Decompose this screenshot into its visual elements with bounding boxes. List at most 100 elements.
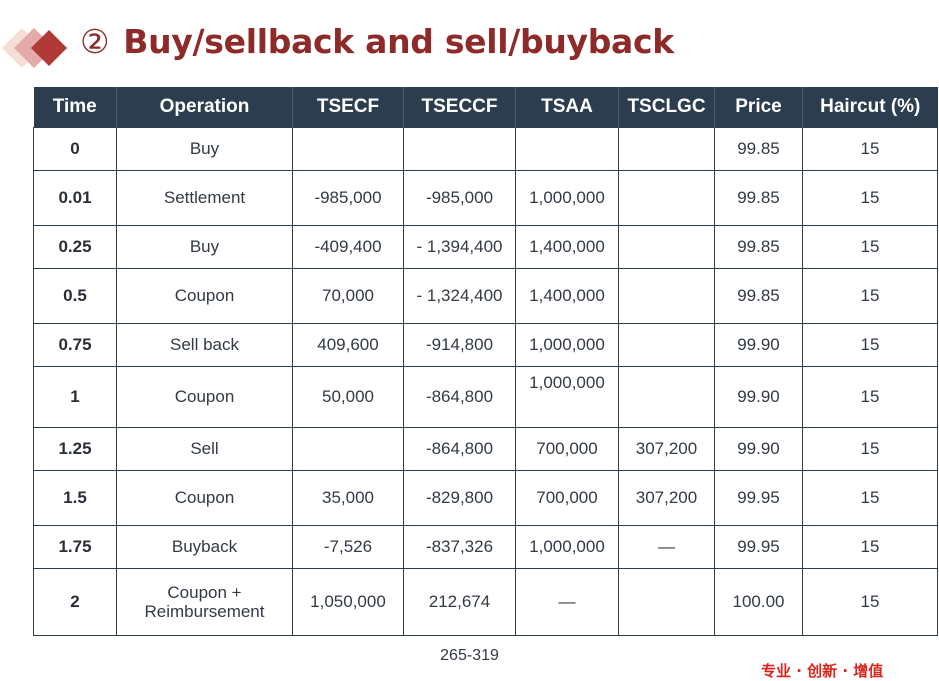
cell-haircut: 15 (802, 568, 938, 636)
cell-price: 99.85 (714, 268, 803, 324)
cell-price: 99.90 (714, 366, 803, 428)
cell-tsaa: 1,400,000 (515, 225, 619, 269)
cell-tseccf: - 1,394,400 (403, 225, 516, 269)
cell-tsecf: 50,000 (292, 366, 404, 428)
table-row: 2 Coupon + Reimbursement 1,050,000 212,67… (33, 568, 938, 636)
table-row: 0 Buy 99.85 15 (33, 127, 938, 171)
cell-tseccf: -864,800 (403, 427, 516, 471)
cell-tseccf: -985,000 (403, 170, 516, 226)
cell-haircut: 15 (802, 427, 938, 471)
cell-tsaa: — (515, 568, 619, 636)
page-title: ② Buy/sellback and sell/buyback (80, 22, 674, 61)
cell-tsclgc (618, 127, 715, 171)
cell-tseccf: -837,326 (403, 525, 516, 569)
cell-operation: Buyback (116, 525, 293, 569)
col-header-tsecf: TSECF (292, 87, 404, 128)
cell-price: 99.95 (714, 525, 803, 569)
cell-tsclgc: 307,200 (618, 427, 715, 471)
cell-price: 99.90 (714, 427, 803, 471)
col-header-price: Price (714, 87, 803, 128)
cell-tseccf: -914,800 (403, 323, 516, 367)
cell-tsaa: 700,000 (515, 427, 619, 471)
col-header-operation: Operation (116, 87, 293, 128)
cell-haircut: 15 (802, 323, 938, 367)
cell-price: 99.85 (714, 170, 803, 226)
slogan: 专业 · 创新 · 增值 (761, 662, 884, 680)
cell-tsclgc (618, 568, 715, 636)
cell-operation: Coupon (116, 470, 293, 526)
cell-price: 99.85 (714, 225, 803, 269)
cell-tseccf: - 1,324,400 (403, 268, 516, 324)
cell-tsaa: 1,000,000 (515, 323, 619, 367)
operation-line-1: Coupon + (167, 583, 242, 602)
cell-tsclgc (618, 366, 715, 428)
operation-line-2: Reimbursement (144, 602, 265, 621)
cell-tsaa (515, 127, 619, 171)
cell-operation: Coupon (116, 268, 293, 324)
cell-tsaa: 1,400,000 (515, 268, 619, 324)
cell-tsaa: 1,000,000 (515, 525, 619, 569)
col-header-haircut: Haircut (%) (802, 87, 938, 128)
operations-table: Time Operation TSECF TSECCF TSAA TSCLGC … (33, 87, 938, 636)
table-header-row: Time Operation TSECF TSECCF TSAA TSCLGC … (33, 87, 938, 128)
cell-operation: Sell back (116, 323, 293, 367)
page-number: 265-319 (440, 647, 499, 664)
logo-diamonds (2, 28, 67, 68)
cell-tsaa: 1,000,000 (515, 170, 619, 226)
cell-tsaa: 700,000 (515, 470, 619, 526)
cell-haircut: 15 (802, 225, 938, 269)
cell-tsecf: -7,526 (292, 525, 404, 569)
cell-tseccf: -829,800 (403, 470, 516, 526)
col-header-time: Time (33, 87, 117, 128)
cell-operation: Coupon (116, 366, 293, 428)
cell-tsclgc (618, 170, 715, 226)
table-row: 0.01 Settlement -985,000 -985,000 1,000,… (33, 170, 938, 226)
table-row: 1.25 Sell -864,800 700,000 307,200 99.90… (33, 427, 938, 471)
table-row: 0.25 Buy -409,400 - 1,394,400 1,400,000 … (33, 225, 938, 269)
cell-price: 99.85 (714, 127, 803, 171)
cell-time: 1 (33, 366, 117, 428)
cell-time: 0.01 (33, 170, 117, 226)
cell-operation: Buy (116, 225, 293, 269)
cell-tsecf: -409,400 (292, 225, 404, 269)
title-number: ② (80, 22, 110, 61)
col-header-tsaa: TSAA (515, 87, 619, 128)
cell-time: 0.75 (33, 323, 117, 367)
cell-time: 0 (33, 127, 117, 171)
cell-time: 0.5 (33, 268, 117, 324)
cell-tsclgc: — (618, 525, 715, 569)
cell-time: 2 (33, 568, 117, 636)
cell-tsecf: 409,600 (292, 323, 404, 367)
cell-time: 1.5 (33, 470, 117, 526)
cell-price: 99.90 (714, 323, 803, 367)
cell-tsaa: 1,000,000 (515, 366, 619, 428)
cell-time: 1.25 (33, 427, 117, 471)
cell-operation: Settlement (116, 170, 293, 226)
cell-tsclgc (618, 323, 715, 367)
cell-time: 0.25 (33, 225, 117, 269)
cell-haircut: 15 (802, 525, 938, 569)
cell-haircut: 15 (802, 268, 938, 324)
cell-price: 100.00 (714, 568, 803, 636)
cell-operation: Coupon + Reimbursement (116, 568, 293, 636)
table-row: 1.75 Buyback -7,526 -837,326 1,000,000 —… (33, 525, 938, 569)
cell-tsecf: 70,000 (292, 268, 404, 324)
cell-tsecf (292, 127, 404, 171)
cell-operation: Sell (116, 427, 293, 471)
cell-tseccf: -864,800 (403, 366, 516, 428)
cell-tsecf: 35,000 (292, 470, 404, 526)
cell-haircut: 15 (802, 170, 938, 226)
cell-tsecf (292, 427, 404, 471)
cell-haircut: 15 (802, 127, 938, 171)
cell-operation: Buy (116, 127, 293, 171)
table-row: 1.5 Coupon 35,000 -829,800 700,000 307,2… (33, 470, 938, 526)
cell-price: 99.95 (714, 470, 803, 526)
cell-tseccf: 212,674 (403, 568, 516, 636)
cell-tsecf: -985,000 (292, 170, 404, 226)
cell-tsecf: 1,050,000 (292, 568, 404, 636)
col-header-tseccf: TSECCF (403, 87, 516, 128)
cell-haircut: 15 (802, 366, 938, 428)
cell-tsclgc (618, 225, 715, 269)
cell-tsclgc: 307,200 (618, 470, 715, 526)
col-header-tsclgc: TSCLGC (618, 87, 715, 128)
